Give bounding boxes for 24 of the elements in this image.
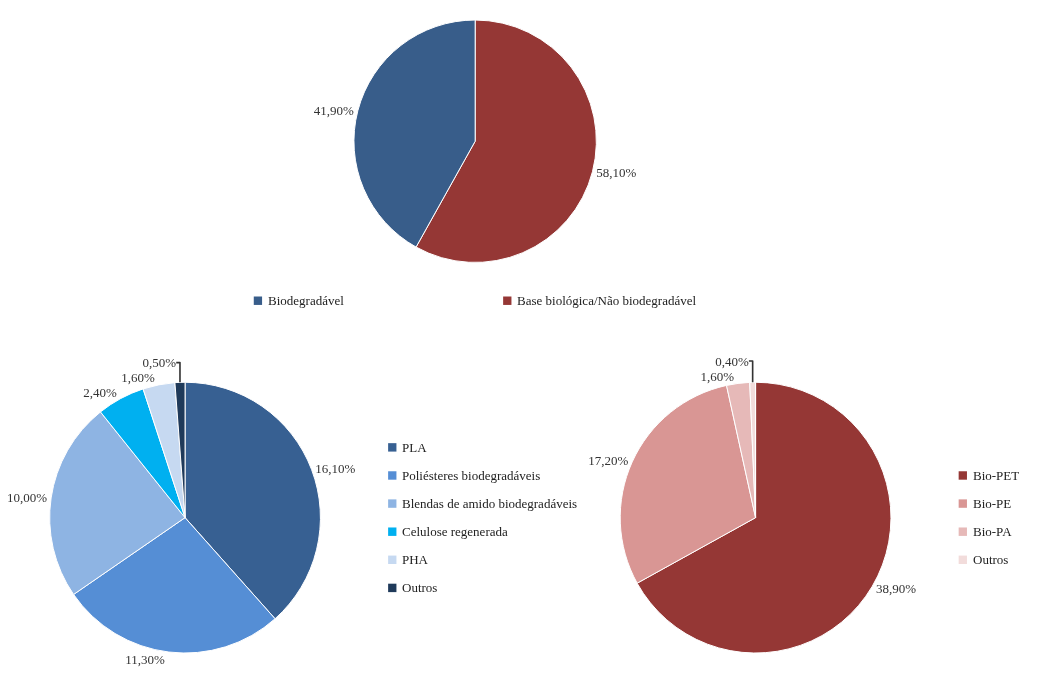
data-label: 11,30%: [125, 651, 166, 667]
data-label: 16,10%: [315, 461, 356, 477]
legend-label: Base biológica/Não biodegradável: [517, 293, 697, 308]
data-label: 17,20%: [588, 453, 629, 469]
data-label: 41,90%: [313, 102, 355, 118]
data-label: 38,90%: [875, 580, 917, 596]
legend-label: Bio-PE: [973, 496, 1012, 511]
data-label: 0,40%: [715, 353, 749, 369]
legend-label: Bio-PA: [973, 524, 1013, 539]
legend-label: Biodegradável: [268, 293, 345, 308]
legend-label: Celulose regenerada: [402, 524, 508, 539]
data-label: 10,00%: [7, 490, 48, 506]
legend-label: Outros: [402, 580, 438, 595]
legend-label: Outros: [973, 552, 1009, 567]
data-label: 2,40%: [83, 385, 118, 401]
data-label: 0,50%: [142, 355, 177, 371]
legend-label: Blendas de amido biodegradáveis: [402, 496, 578, 511]
legend-label: Bio-PET: [973, 468, 1020, 483]
legend-label: PLA: [402, 440, 428, 455]
data-label: 1,60%: [121, 370, 156, 386]
legend-label: PHA: [402, 552, 429, 567]
legend-label: Poliésteres biodegradáveis: [402, 468, 541, 483]
data-label: 58,10%: [596, 164, 637, 180]
data-label: 1,60%: [700, 368, 735, 384]
